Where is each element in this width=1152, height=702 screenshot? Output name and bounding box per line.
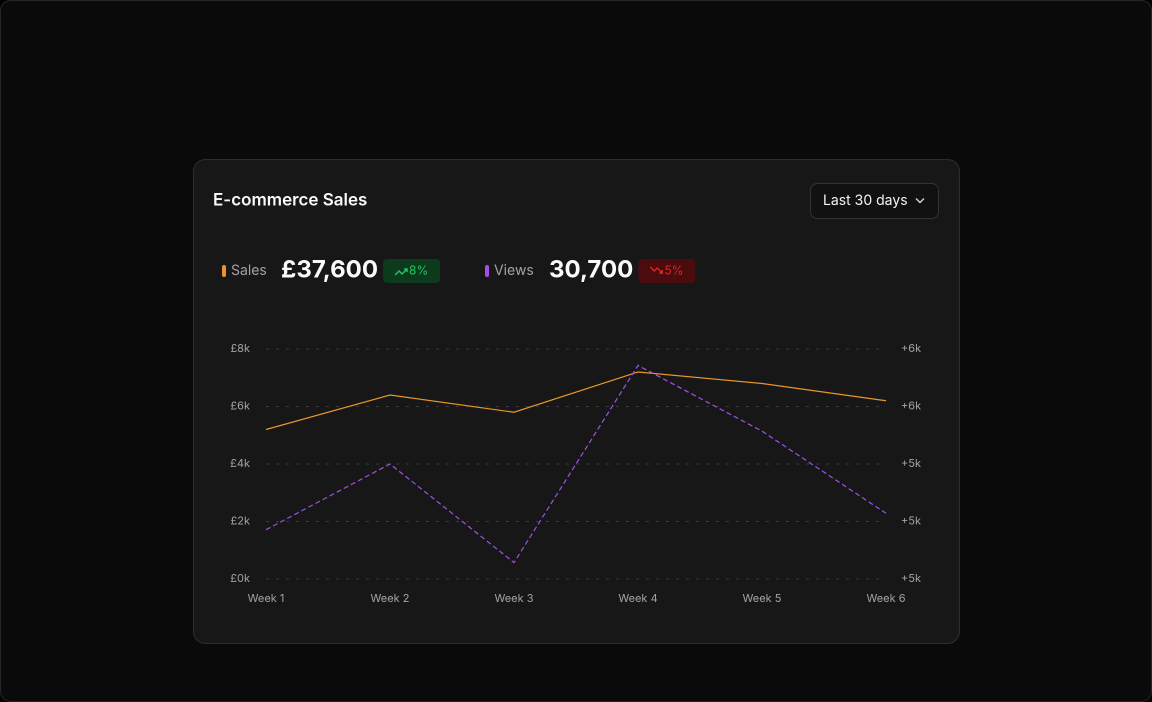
trend-icon: [394, 268, 408, 276]
metric-name: Views: [494, 262, 534, 279]
x-tick-label: Week 1: [248, 591, 285, 605]
card: [193, 159, 960, 644]
metrics: Sales £37,600 8% Views 30,700 5%: [222, 255, 696, 284]
y2-tick-label: +5k: [901, 514, 921, 528]
metric-name: Sales: [231, 262, 267, 279]
trend-icon: [649, 266, 664, 274]
plot: £0k £2k £4k £6k £8k +5k +5k +5k +6k +6k Week 1 Week…: [230, 341, 921, 605]
change-badge: [383, 259, 441, 283]
x-tick-label: Week 4: [618, 591, 657, 605]
y-tick-label: £8k: [230, 341, 250, 355]
metric-total: 30,700: [549, 255, 633, 284]
x-tick-label: Week 6: [866, 591, 905, 605]
y-tick-label: £0k: [230, 571, 250, 585]
legend-swatch: [222, 265, 226, 277]
x-tick-label: Week 5: [743, 591, 782, 605]
legend-swatch: [485, 265, 489, 277]
dropdown-label[interactable]: Last 30 days: [823, 192, 908, 209]
y2-tick-label: +6k: [901, 341, 921, 355]
series-line: [265, 364, 887, 564]
change-value: 8%: [409, 262, 428, 277]
y-tick-label: £2k: [231, 514, 250, 528]
metric-total: £37,600: [281, 255, 378, 284]
x-tick-label: Week 3: [494, 591, 533, 605]
y2-tick-label: +6k: [901, 399, 921, 413]
y2-tick-label: +5k: [901, 456, 921, 470]
y2-tick-label: +5k: [901, 571, 921, 585]
x-tick-label: Week 2: [371, 591, 410, 605]
card-title: E-commerce Sales: [213, 191, 367, 211]
change-badge: [638, 259, 696, 283]
chevron-icon[interactable]: [915, 198, 925, 204]
dropdown-box[interactable]: [810, 183, 939, 219]
change-value: 5%: [664, 262, 683, 277]
y-tick-label: £6k: [230, 399, 250, 413]
range-dropdown[interactable]: Last 30 days: [810, 183, 939, 219]
series-line: [265, 371, 887, 431]
y-tick-label: £4k: [230, 456, 250, 470]
